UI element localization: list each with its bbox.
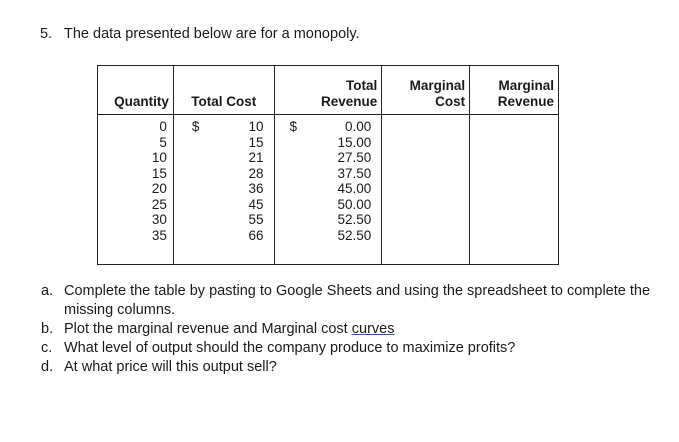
part-a-letter: a.: [41, 283, 54, 299]
quantity-value: 30: [151, 212, 167, 227]
total-revenue-value: 50.00: [337, 196, 372, 212]
header-total-revenue-line2: Revenue: [321, 94, 378, 109]
total-revenue-values: 0.00 15.00 27.50 37.50 45.00 50.00 52.50…: [331, 115, 371, 243]
total-revenue-value: 52.50: [337, 227, 372, 243]
total-revenue-value: 0.00: [345, 119, 372, 134]
header-marginal-revenue: Marginal Revenue: [469, 65, 559, 115]
question-heading: 5. The data presented below are for a mon…: [40, 26, 360, 42]
marginal-cost-cell-empty: [381, 114, 471, 265]
part-d-letter: d.: [41, 359, 54, 375]
quantity-cell: 0 5 10 15 20 25 30 35: [97, 114, 174, 265]
table-header-row: Quantity Total Cost Total Revenue Margin…: [97, 65, 559, 115]
total-cost-value: 28: [248, 165, 264, 181]
header-total-revenue: Total Revenue: [273, 65, 383, 115]
part-b-curves-link[interactable]: curves: [351, 321, 395, 337]
question-text: The data presented below are for a monop…: [64, 26, 360, 42]
header-marginal-revenue-line2: Revenue: [497, 94, 554, 109]
total-revenue-dollar-sign: $: [289, 119, 298, 134]
total-revenue-value: 52.50: [337, 212, 372, 227]
part-b: b. Plot the marginal revenue and Margina…: [40, 320, 660, 339]
part-b-letter: b.: [41, 321, 54, 337]
quantity-value: 0: [159, 119, 167, 134]
part-a: a. Complete the table by pasting to Goog…: [40, 282, 660, 320]
marginal-revenue-cell-empty: [469, 114, 559, 265]
part-c-letter: c.: [41, 340, 53, 356]
part-a-text: Complete the table by pasting to Google …: [64, 283, 651, 318]
header-total-cost: Total Cost: [172, 65, 275, 115]
quantity-values: 0 5 10 15 20 25 30 35: [98, 115, 173, 243]
quantity-value: 15: [151, 165, 167, 181]
header-marginal-cost-line2: Cost: [435, 94, 466, 109]
total-cost-dollar-sign: $: [191, 119, 200, 134]
monopoly-data-table: Quantity Total Cost Total Revenue Margin…: [97, 65, 559, 265]
total-cost-value: 36: [248, 181, 264, 196]
total-cost-value: 55: [248, 212, 264, 227]
total-cost-value: 10: [248, 119, 264, 134]
total-revenue-value: 45.00: [337, 181, 372, 196]
header-marginal-cost: Marginal Cost: [381, 65, 471, 115]
total-cost-cell: $ 10 15 21 28 36 45 55 66: [172, 114, 275, 265]
header-quantity: Quantity: [97, 65, 174, 115]
header-total-revenue-line1: Total: [346, 78, 378, 93]
total-revenue-cell: $ 0.00 15.00 27.50 37.50 45.00 50.00 52.…: [273, 114, 383, 265]
total-cost-value: 45: [248, 196, 264, 212]
quantity-value: 25: [151, 196, 167, 212]
total-revenue-value: 15.00: [337, 134, 372, 150]
quantity-value: 5: [159, 134, 167, 150]
part-b-text: Plot the marginal revenue and Marginal c…: [64, 321, 352, 337]
total-revenue-value: 37.50: [337, 165, 372, 181]
question-number: 5.: [40, 26, 53, 42]
total-cost-values: 10 15 21 28 36 45 55 66: [234, 115, 264, 243]
total-cost-value: 66: [248, 227, 264, 243]
total-cost-value: 21: [248, 150, 264, 165]
total-cost-value: 15: [248, 134, 264, 150]
table-body-row: 0 5 10 15 20 25 30 35 $ 10 15 21: [97, 114, 559, 265]
part-d: d. At what price will this output sell?: [40, 358, 660, 377]
header-marginal-revenue-line1: Marginal: [498, 78, 554, 93]
quantity-value: 20: [151, 181, 167, 196]
part-d-text: At what price will this output sell?: [64, 359, 277, 375]
header-marginal-cost-line1: Marginal: [409, 78, 466, 93]
total-revenue-value: 27.50: [337, 150, 372, 165]
question-parts-list: a. Complete the table by pasting to Goog…: [40, 282, 660, 377]
part-c: c. What level of output should the compa…: [40, 339, 660, 358]
quantity-value: 35: [151, 227, 167, 243]
part-c-text: What level of output should the company …: [64, 340, 516, 356]
quantity-value: 10: [151, 150, 167, 165]
